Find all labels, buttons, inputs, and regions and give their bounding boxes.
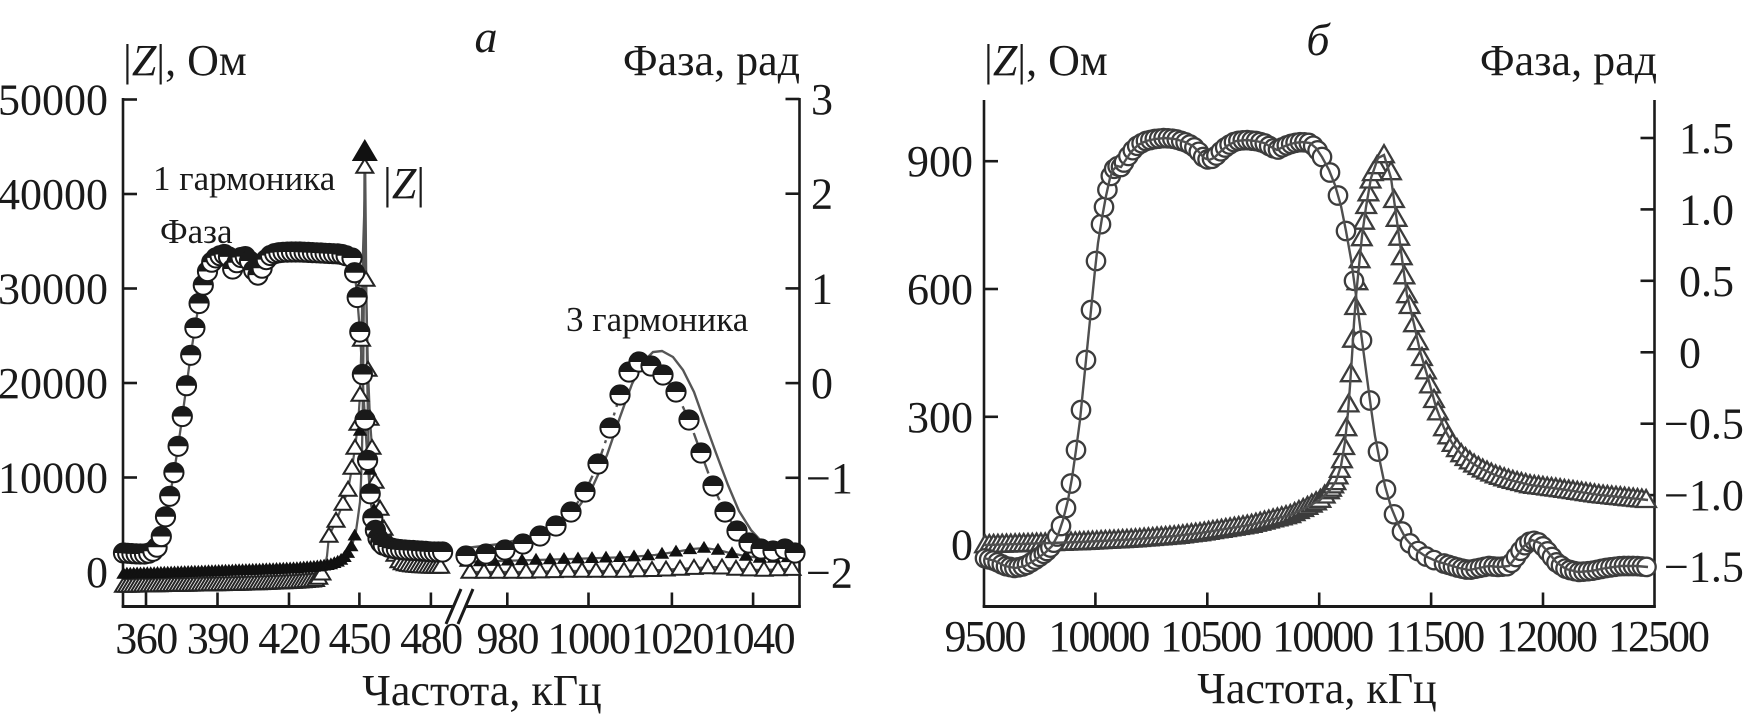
svg-text:12500: 12500 [1608,612,1709,661]
svg-text:б: б [1306,14,1331,65]
svg-text:11500: 11500 [1385,612,1484,661]
svg-text:10000: 10000 [1272,612,1373,661]
svg-text:−0.5: −0.5 [1664,400,1744,449]
svg-text:0: 0 [951,521,973,570]
svg-text:−2: −2 [806,549,853,598]
svg-text:Фаза, рад: Фаза, рад [1480,36,1657,85]
svg-text:|Z|, Ом: |Z|, Ом [984,36,1108,85]
svg-text:а: а [475,11,498,62]
svg-text:1: 1 [811,264,833,313]
svg-text:−1.0: −1.0 [1664,471,1744,520]
svg-text:50000: 50000 [0,76,108,125]
svg-text:420: 420 [258,614,320,663]
svg-text:1000: 1000 [548,614,631,663]
svg-text:Частота, кГц: Частота, кГц [362,666,601,715]
svg-text:0: 0 [86,548,108,597]
svg-text:2: 2 [811,170,833,219]
svg-text:980: 980 [477,614,539,663]
svg-text:10000: 10000 [1048,612,1149,661]
svg-text:1040: 1040 [712,614,795,663]
svg-text:40000: 40000 [0,170,108,219]
svg-text:1.0: 1.0 [1679,185,1734,234]
svg-text:Фаза: Фаза [160,212,233,251]
svg-text:900: 900 [907,137,973,186]
svg-text:390: 390 [187,614,249,663]
svg-text:360: 360 [115,614,177,663]
svg-text:30000: 30000 [0,265,108,314]
svg-text:−1.5: −1.5 [1664,543,1744,592]
svg-text:0.5: 0.5 [1679,257,1734,306]
svg-text:12000: 12000 [1496,612,1597,661]
svg-text:1020: 1020 [631,614,714,663]
svg-text:480: 480 [400,614,462,663]
svg-text:|Z|, Ом: |Z|, Ом [123,36,247,85]
svg-text:|Z|: |Z| [383,159,425,208]
svg-text:20000: 20000 [0,359,108,408]
svg-text:3 гармоника: 3 гармоника [566,300,749,339]
svg-text:Частота, кГц: Частота, кГц [1197,664,1436,713]
svg-text:Фаза, рад: Фаза, рад [623,36,800,85]
svg-text:0: 0 [1679,328,1701,377]
svg-text:1 гармоника: 1 гармоника [153,159,336,198]
svg-text:450: 450 [329,614,391,663]
svg-text:−1: −1 [806,454,853,503]
svg-text:0: 0 [811,359,833,408]
svg-text:10000: 10000 [0,454,108,503]
svg-text:1.5: 1.5 [1679,114,1734,163]
svg-text:9500: 9500 [945,612,1026,661]
svg-text:3: 3 [811,75,833,124]
svg-text:10500: 10500 [1160,612,1261,661]
svg-text:600: 600 [907,265,973,314]
svg-text:300: 300 [907,393,973,442]
